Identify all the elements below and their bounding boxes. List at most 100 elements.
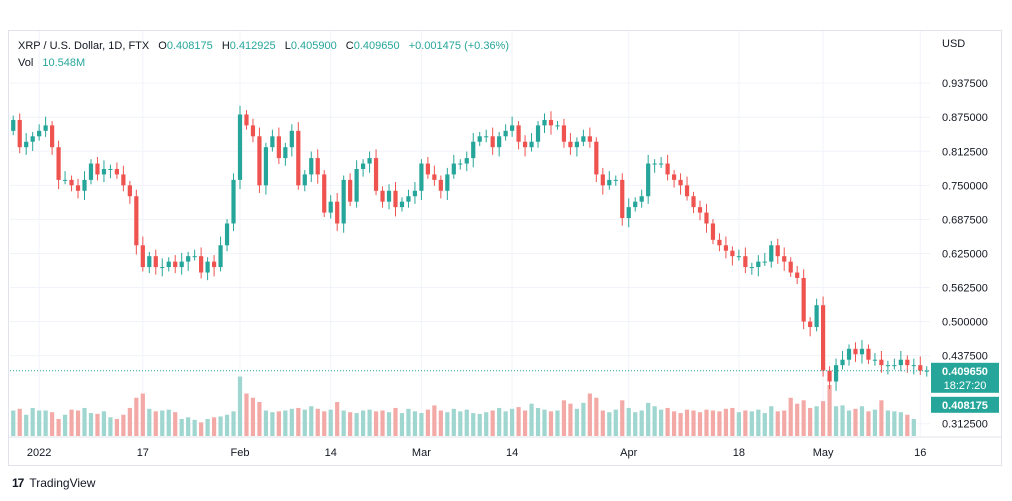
volume-bar — [581, 402, 586, 436]
candle-body — [95, 163, 100, 175]
candle-body — [315, 158, 320, 175]
candle-body — [289, 130, 294, 148]
volume-bar — [743, 410, 748, 436]
volume-bar — [555, 410, 560, 436]
chart-grid — [10, 31, 930, 436]
footer[interactable]: 17 TradingView — [12, 476, 95, 490]
volume-bar — [684, 409, 690, 436]
volume-bar — [613, 409, 618, 436]
candle-body — [218, 245, 223, 268]
volume-bar — [237, 376, 243, 436]
y-tick-label: 0.500000 — [942, 317, 988, 329]
candle-body — [386, 190, 392, 202]
volume-bar — [186, 417, 191, 436]
candle-body — [354, 168, 359, 202]
candle-body — [574, 141, 580, 148]
candle-body — [438, 179, 443, 191]
y-tick-label: 0.437500 — [942, 351, 988, 363]
candle-body — [749, 267, 754, 269]
x-tick-label: Feb — [231, 447, 250, 459]
volume-bar — [561, 400, 567, 436]
candle-body — [114, 168, 120, 175]
candle-body — [341, 179, 346, 224]
volume-bar — [594, 397, 599, 436]
candle-body — [497, 136, 502, 148]
candle-body — [199, 256, 204, 273]
volume-bar — [244, 393, 249, 436]
candle-body — [613, 179, 618, 181]
candle-body — [762, 261, 767, 263]
candle-body — [516, 125, 521, 142]
volume-bar — [82, 407, 87, 436]
volume-bar — [503, 411, 508, 436]
volume-bar — [179, 419, 184, 436]
candle-body — [231, 179, 236, 224]
candle-body — [127, 185, 132, 197]
candle-body — [276, 136, 281, 159]
candle-body — [140, 245, 145, 268]
y-tick-label: 0.750000 — [942, 180, 988, 192]
volume-bar — [782, 410, 787, 436]
candle-body — [192, 256, 197, 258]
volume-bar — [710, 410, 716, 436]
candle-body — [283, 147, 288, 159]
candle-body — [37, 130, 42, 137]
candle-body — [853, 348, 858, 355]
volume-bar — [477, 413, 482, 436]
candle-body — [458, 163, 463, 165]
high-value: 0.412925 — [229, 40, 276, 52]
close-price-tag — [931, 362, 999, 393]
candle-body — [691, 196, 696, 208]
volume-bar — [296, 407, 301, 436]
y-tick-label: 0.687500 — [942, 214, 988, 226]
candle-body — [820, 305, 826, 371]
candle-body — [529, 141, 534, 148]
candle-body — [160, 267, 165, 269]
volume-bar — [827, 385, 832, 436]
volume-bar — [218, 416, 223, 436]
candle-body — [756, 261, 761, 268]
candle-body — [451, 163, 456, 175]
volume-bar — [548, 411, 554, 436]
candle-body — [328, 201, 333, 213]
close-price-text: 0.409650 — [942, 366, 988, 378]
candle-body — [775, 245, 780, 257]
volume-bar — [646, 402, 651, 436]
candle-body — [471, 141, 476, 159]
volume-bar — [879, 400, 884, 436]
y-tick-label: 0.812500 — [942, 146, 988, 158]
candle-body — [224, 223, 230, 246]
candle-body — [50, 125, 55, 148]
change-value: +0.001475 (+0.36%) — [408, 40, 510, 52]
candle-body — [322, 174, 327, 213]
price-candles — [11, 105, 929, 391]
candle-body — [412, 190, 418, 197]
candle-body — [24, 141, 29, 148]
x-tick-label: 17 — [137, 447, 149, 459]
candle-body — [626, 207, 631, 219]
volume-bar — [335, 402, 340, 436]
open-price-text: 0.408175 — [942, 400, 988, 412]
volume-bars — [11, 376, 916, 436]
x-tick-label: 2022 — [27, 447, 51, 459]
volume-bar — [691, 410, 696, 436]
candle-body — [147, 256, 152, 268]
tradingview-logo-icon: 17 — [12, 476, 24, 490]
candle-body — [134, 196, 139, 246]
volume-bar — [697, 412, 703, 436]
candle-body — [736, 256, 741, 258]
candle-body — [43, 125, 48, 131]
candle-body — [153, 256, 158, 268]
volume-bar — [671, 411, 677, 436]
volume-bar — [872, 409, 878, 436]
volume-bar — [445, 412, 450, 436]
volume-bar — [497, 407, 502, 436]
volume-bar — [56, 419, 61, 436]
candle-body — [373, 158, 379, 191]
volume-bar — [568, 403, 573, 436]
volume-bar — [62, 414, 68, 436]
volume-bar — [354, 413, 359, 436]
candle-body — [56, 147, 61, 180]
volume-bar — [438, 410, 443, 436]
